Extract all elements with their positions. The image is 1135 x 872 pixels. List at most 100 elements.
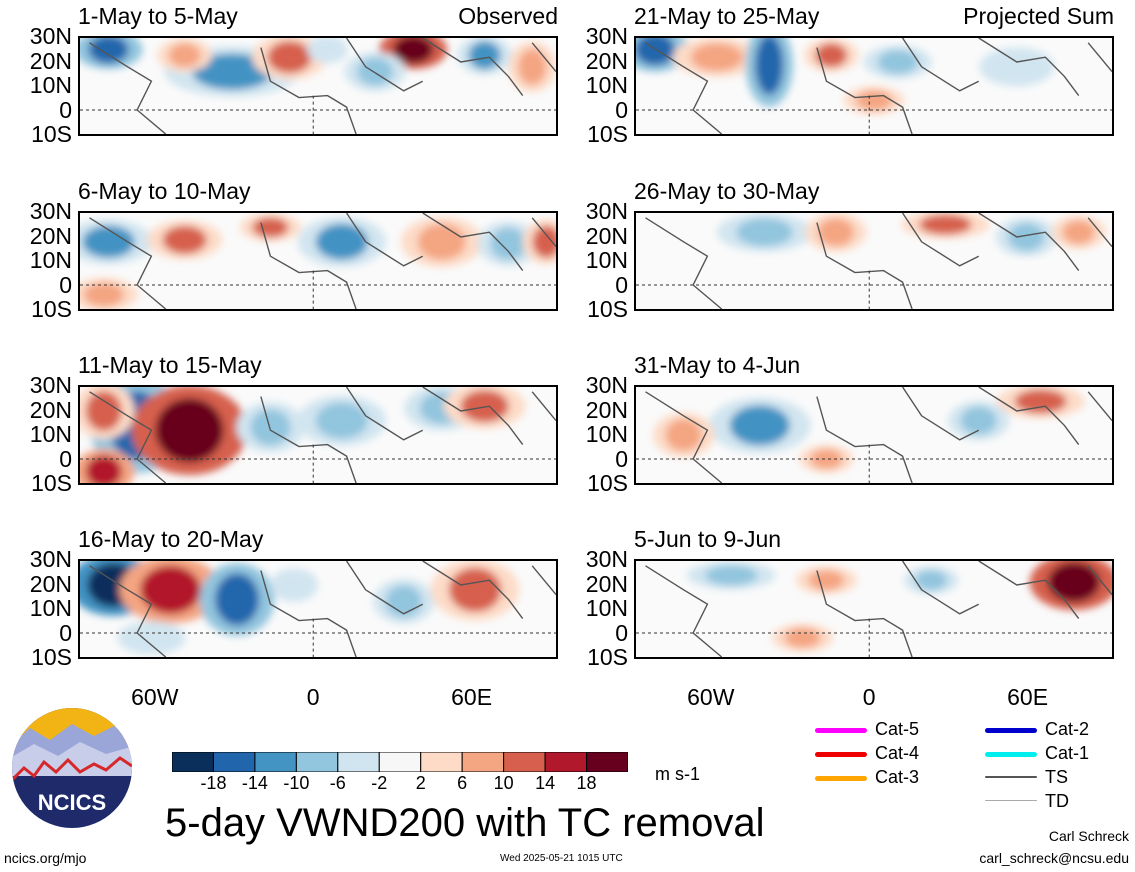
lat-tick-label: 30N bbox=[585, 198, 628, 224]
field-contour bbox=[82, 225, 135, 258]
colorbar bbox=[171, 751, 629, 773]
lon-tick-label: 60E bbox=[451, 684, 493, 710]
field-contour bbox=[385, 585, 422, 618]
field-contour bbox=[1062, 220, 1095, 245]
lat-tick-label: 10S bbox=[31, 296, 72, 322]
tc-legend-label: Cat-2 bbox=[1045, 719, 1090, 739]
lat-tick-label: 10N bbox=[29, 72, 72, 98]
map-field bbox=[636, 561, 1112, 657]
lat-tick-label: 10N bbox=[585, 72, 628, 98]
lat-tick-label: 10S bbox=[31, 121, 72, 147]
ncics-logo: NCICS bbox=[10, 706, 134, 830]
map-panel bbox=[634, 559, 1114, 659]
map-field bbox=[80, 387, 556, 483]
panel-title: 11-May to 15-May bbox=[78, 352, 262, 378]
field-contour bbox=[162, 225, 207, 254]
colorbar-swatch bbox=[337, 751, 380, 773]
field-contour bbox=[192, 53, 273, 90]
field-contour bbox=[915, 570, 948, 591]
field-contour bbox=[856, 90, 892, 111]
field-contour bbox=[817, 218, 854, 247]
lat-tick-label: 0 bbox=[59, 619, 72, 646]
colorbar-tick-label: -18 bbox=[200, 773, 227, 793]
field-contour bbox=[518, 48, 547, 85]
field-contour bbox=[636, 38, 676, 66]
colorbar-swatch bbox=[503, 751, 546, 773]
colorbar-swatch bbox=[212, 751, 256, 773]
map-field bbox=[80, 38, 556, 134]
colorbar-tick-label: 14 bbox=[535, 773, 556, 793]
panel-tag: Projected Sum bbox=[963, 3, 1114, 29]
tc-legend-label: Cat-1 bbox=[1045, 743, 1090, 763]
lon-tick-label: 60W bbox=[131, 684, 179, 710]
lat-tick-label: 20N bbox=[29, 222, 72, 249]
panel-title: 21-May to 25-May bbox=[634, 3, 820, 29]
field-contour bbox=[1047, 562, 1100, 603]
map-field bbox=[636, 38, 1112, 134]
colorbar-swatch bbox=[254, 751, 297, 773]
field-contour bbox=[393, 38, 434, 64]
lon-tick-label: 60E bbox=[1007, 684, 1049, 710]
lat-tick-label: 20N bbox=[585, 570, 628, 597]
field-contour bbox=[490, 227, 527, 260]
field-contour bbox=[729, 405, 790, 446]
field-contour bbox=[994, 52, 1039, 81]
units-label: m s-1 bbox=[655, 764, 700, 784]
lat-tick-label: 10N bbox=[29, 421, 72, 447]
map-panel bbox=[634, 211, 1114, 311]
footer-email: carl_schreck@ncsu.edu bbox=[979, 850, 1129, 866]
field-contour bbox=[532, 225, 556, 258]
field-contour bbox=[85, 391, 122, 431]
field-contour bbox=[131, 625, 172, 650]
lat-tick-label: 10S bbox=[31, 470, 72, 496]
colorbar-swatch bbox=[461, 751, 505, 773]
map-panel bbox=[78, 559, 558, 659]
tc-legend-line bbox=[815, 752, 867, 757]
field-contour bbox=[1014, 389, 1067, 414]
lat-tick-label: 30N bbox=[29, 23, 72, 49]
field-contour bbox=[1008, 223, 1045, 251]
field-contour bbox=[877, 50, 918, 74]
field-contour bbox=[267, 41, 312, 74]
map-field bbox=[636, 387, 1112, 483]
field-contour bbox=[705, 565, 758, 586]
lat-tick-label: 10N bbox=[29, 247, 72, 273]
colorbar-swatch bbox=[544, 751, 588, 773]
field-contour bbox=[280, 573, 309, 597]
lon-tick-label: 60W bbox=[687, 684, 735, 710]
colorbar-swatch bbox=[420, 751, 463, 773]
lat-tick-label: 10S bbox=[587, 296, 628, 322]
footer-timestamp: Wed 2025-05-21 1015 UTC bbox=[500, 853, 623, 864]
field-contour bbox=[88, 38, 129, 64]
lat-tick-label: 10S bbox=[587, 470, 628, 496]
lat-tick-label: 20N bbox=[29, 396, 72, 423]
lat-tick-label: 0 bbox=[615, 445, 628, 472]
lat-tick-label: 30N bbox=[29, 546, 72, 572]
map-panel bbox=[634, 36, 1114, 136]
lat-tick-label: 20N bbox=[585, 47, 628, 74]
map-panel bbox=[78, 36, 558, 136]
map-field bbox=[80, 213, 556, 309]
lat-tick-label: 20N bbox=[29, 570, 72, 597]
field-contour bbox=[690, 43, 743, 72]
tc-legend-line bbox=[815, 776, 867, 781]
lat-tick-label: 30N bbox=[29, 198, 72, 224]
lat-tick-label: 0 bbox=[615, 619, 628, 646]
field-contour bbox=[168, 43, 201, 68]
field-contour bbox=[85, 455, 122, 483]
colorbar-tick-label: 6 bbox=[457, 773, 468, 793]
tc-legend-line bbox=[985, 800, 1037, 801]
tc-legend-label: TD bbox=[1045, 791, 1069, 811]
map-panel bbox=[634, 385, 1114, 485]
field-contour bbox=[315, 223, 368, 260]
colorbar-swatch bbox=[171, 751, 214, 773]
map-field bbox=[80, 561, 556, 657]
colorbar-tick-label: 2 bbox=[415, 773, 426, 793]
lat-tick-label: 30N bbox=[585, 546, 628, 572]
field-contour bbox=[736, 218, 793, 247]
field-contour bbox=[417, 223, 466, 260]
field-contour bbox=[960, 406, 997, 435]
colorbar-swatch bbox=[378, 751, 422, 773]
field-contour bbox=[155, 398, 224, 463]
lat-tick-label: 10S bbox=[587, 644, 628, 670]
